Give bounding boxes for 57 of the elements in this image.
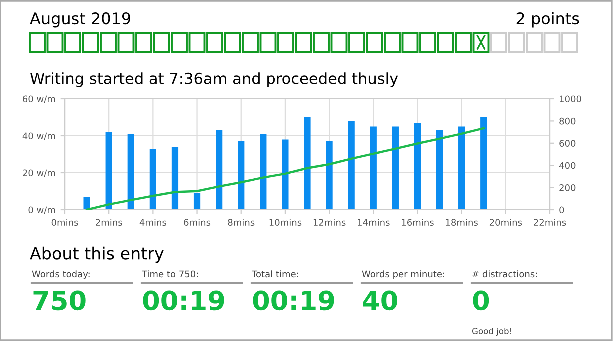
bar xyxy=(326,142,333,210)
text: Total time: xyxy=(252,270,298,278)
x-tick-label: 18mins xyxy=(446,219,478,226)
text: About this entry xyxy=(30,246,164,264)
y-tick-label: 60 w/m xyxy=(23,96,56,104)
text: Time to 750: xyxy=(142,270,198,278)
bar xyxy=(370,126,377,210)
bar xyxy=(282,140,289,210)
y2-tick-label: 1000 xyxy=(560,96,582,103)
y-tick-label: 20 w/m xyxy=(23,170,56,178)
bar xyxy=(194,193,201,210)
y2-tick-label: 800 xyxy=(560,118,576,125)
x-tick-label: 10mins xyxy=(270,219,302,226)
x-tick-label: 8mins xyxy=(228,219,255,226)
bar xyxy=(414,123,422,210)
text: 2 points xyxy=(516,12,580,28)
x-tick-label: 12mins xyxy=(314,219,346,226)
bar xyxy=(304,118,311,210)
x-tick-label: 6mins xyxy=(184,219,211,226)
y2-tick-label: 600 xyxy=(560,140,576,147)
bar xyxy=(480,118,488,210)
y2-tick-label: 0 xyxy=(560,206,564,214)
text: August 2019 xyxy=(30,12,130,28)
x-tick-label: 0mins xyxy=(52,219,78,226)
text: 00:19 xyxy=(143,290,224,311)
bar xyxy=(392,126,399,210)
text: Words per minute: xyxy=(362,270,444,280)
chart-title: Writing started at 7:36am and proceeded thusly xyxy=(30,72,398,88)
y2-tick-label: 200 xyxy=(560,184,576,192)
bar xyxy=(458,126,466,210)
bar xyxy=(106,132,112,210)
text: 00:19 xyxy=(253,290,334,311)
bar xyxy=(172,147,179,210)
line-series xyxy=(86,127,485,210)
bar xyxy=(348,121,355,210)
x-tick-label: 20mins xyxy=(490,219,522,226)
text: 0 xyxy=(473,290,490,311)
x-tick-label: 22mins xyxy=(534,219,566,226)
x-tick-label: 14mins xyxy=(358,219,390,226)
y-tick-label: 0 w/m xyxy=(28,206,56,214)
text: 750 xyxy=(34,290,86,311)
text: # distractions: xyxy=(472,270,538,278)
x-tick-label: 4mins xyxy=(140,219,166,226)
x-tick-label: 16mins xyxy=(402,219,434,226)
text: Words today: xyxy=(32,270,90,280)
bar xyxy=(238,142,245,210)
x-tick-label: 2mins xyxy=(96,219,122,226)
bar xyxy=(260,134,267,210)
bar xyxy=(216,130,223,210)
bar xyxy=(150,148,156,210)
bar xyxy=(436,130,444,210)
y2-tick-label: 400 xyxy=(559,162,576,170)
text: 40 xyxy=(363,290,398,311)
bar xyxy=(128,134,134,210)
bar xyxy=(84,197,90,210)
text: Good job! xyxy=(472,328,512,336)
y-tick-label: 40 w/m xyxy=(22,132,56,140)
